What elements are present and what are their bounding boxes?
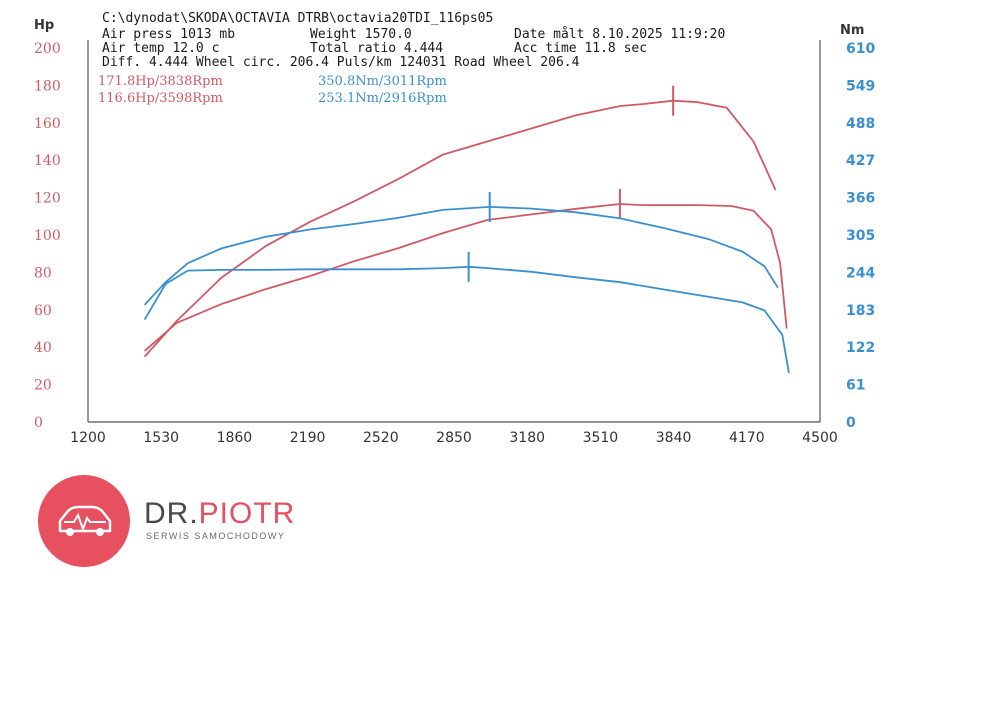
x-tick-label: 1530 xyxy=(143,430,179,446)
right-axis-unit: Nm xyxy=(840,23,864,38)
left-tick-label: 120 xyxy=(34,191,61,207)
left-tick-label: 0 xyxy=(34,415,43,431)
right-tick-label: 366 xyxy=(846,191,875,207)
series-line-1 xyxy=(143,99,777,358)
left-tick-label: 160 xyxy=(34,116,61,132)
brand-subtitle: SERWIS SAMOCHODOWY xyxy=(146,531,286,541)
right-tick-label: 122 xyxy=(846,340,875,356)
brand-name-main: PIOTR xyxy=(198,497,296,530)
series-line-2 xyxy=(144,203,788,352)
right-tick-label: 0 xyxy=(846,415,856,431)
x-tick-label: 3840 xyxy=(656,430,692,446)
curves xyxy=(143,85,790,374)
x-tick-label: 2850 xyxy=(436,430,472,446)
weight: Weight 1570.0 xyxy=(310,27,412,42)
brand-name: DR.PIOTR xyxy=(144,497,295,531)
left-axis-unit: Hp xyxy=(34,18,54,33)
x-tick-label: 4500 xyxy=(802,430,838,446)
air-pressure: Air press 1013 mb xyxy=(102,27,236,42)
acceleration-time: Acc time 11.8 sec xyxy=(514,41,648,56)
left-tick-label: 180 xyxy=(34,78,61,94)
plot-frame xyxy=(87,40,821,423)
right-tick-label: 305 xyxy=(846,228,875,244)
right-tick-label: 244 xyxy=(846,265,875,281)
x-tick-label: 3180 xyxy=(509,430,545,446)
left-tick-label: 20 xyxy=(34,378,52,394)
diff-line: Diff. 4.444 Wheel circ. 206.4 Puls/km 12… xyxy=(102,55,580,70)
x-tick-label: 4170 xyxy=(729,430,765,446)
brand-name-prefix: DR. xyxy=(144,497,199,530)
peak-power-2: 116.6Hp/3598Rpm xyxy=(98,91,223,106)
x-tick-labels: 1200 1530 1860 2190 2520 2850 3180 3510 3840 4170… xyxy=(70,430,838,446)
test-date: Date målt 8.10.2025 11:9:20 xyxy=(514,27,726,42)
total-ratio: Total ratio 4.444 xyxy=(310,41,444,56)
right-tick-label: 549 xyxy=(846,78,875,94)
right-tick-label: 488 xyxy=(846,116,875,132)
x-tick-label: 2190 xyxy=(290,430,326,446)
car-heartbeat-icon xyxy=(58,505,112,536)
left-tick-label: 200 xyxy=(34,41,61,57)
x-tick-label: 3510 xyxy=(583,430,619,446)
x-tick-label: 2520 xyxy=(363,430,399,446)
peak-torque-1: 350.8Nm/3011Rpm xyxy=(318,74,447,89)
left-tick-label: 80 xyxy=(34,265,52,281)
left-tick-label: 140 xyxy=(34,153,61,169)
right-tick-label: 610 xyxy=(846,41,875,57)
right-tick-label: 427 xyxy=(846,153,875,169)
left-tick-label: 40 xyxy=(34,340,52,356)
peak-torque-2: 253.1Nm/2916Rpm xyxy=(318,91,447,106)
series-line-3 xyxy=(143,205,779,306)
series-line-4 xyxy=(143,265,790,374)
x-tick-label: 1860 xyxy=(217,430,253,446)
logo-mark xyxy=(38,475,130,567)
left-tick-labels: 0 20 40 60 80 100 120 140 160 180 200 xyxy=(34,41,61,431)
right-tick-label: 61 xyxy=(846,378,865,394)
right-tick-label: 183 xyxy=(846,303,875,319)
peak-power-1: 171.8Hp/3838Rpm xyxy=(98,74,223,89)
left-tick-label: 100 xyxy=(34,228,61,244)
air-temperature: Air temp 12.0 c xyxy=(102,41,220,56)
x-tick-label: 1200 xyxy=(70,430,106,446)
right-tick-labels: 0 61 122 183 244 305 366 427 488 549 610 xyxy=(846,41,875,431)
left-tick-label: 60 xyxy=(34,303,52,319)
dyno-chart: Hp Nm 0 20 40 60 80 100 120 140 160 180 200 0 61 122… xyxy=(34,18,875,446)
file-path: C:\dynodat\SKODA\OCTAVIA DTRB\octavia20T… xyxy=(102,11,494,26)
